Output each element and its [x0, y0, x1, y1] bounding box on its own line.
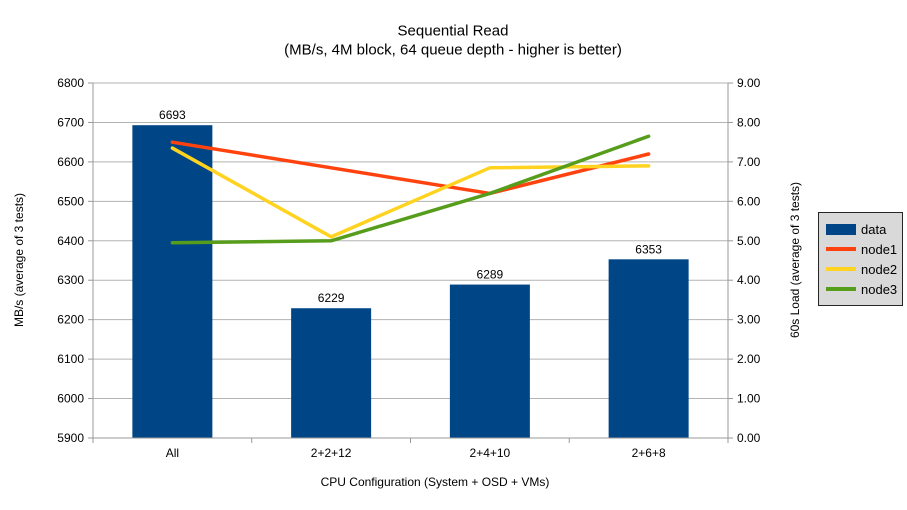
left-tick-label: 6600: [57, 155, 84, 169]
legend-label: node2: [861, 261, 898, 277]
legend-swatch-node3: [826, 287, 856, 291]
legend-swatch-node1: [826, 247, 856, 251]
legend-swatch-node2: [826, 267, 856, 271]
right-axis-title: 60s Load (average of 3 tests): [788, 181, 802, 339]
legend-swatch-data: [826, 223, 856, 235]
legend-entry-node1: node1: [826, 239, 898, 259]
legend-entry-node2: node2: [826, 259, 898, 279]
left-tick-label: 6400: [57, 234, 84, 248]
bar-2-4-10: [449, 284, 530, 438]
category-label: 2+4+10: [470, 446, 511, 460]
right-tick-label: 1.00: [737, 392, 761, 406]
right-tick-label: 9.00: [737, 76, 761, 90]
line-node3: [170, 134, 651, 245]
bar-value-label: 6289: [477, 268, 504, 282]
right-tick-label: 6.00: [737, 194, 761, 208]
left-tick-label: 6100: [57, 352, 84, 366]
right-tick-label: 3.00: [737, 313, 761, 327]
bar-value-label: 6353: [635, 242, 662, 256]
left-tick-label: 6800: [57, 76, 84, 90]
right-tick-label: 8.00: [737, 115, 761, 129]
left-tick-label: 6000: [57, 392, 84, 406]
category-label: All: [166, 446, 179, 460]
right-tick-label: 7.00: [737, 155, 761, 169]
bar-value-label: 6229: [318, 291, 345, 305]
chart-subtitle: (MB/s, 4M block, 64 queue depth - higher…: [284, 41, 622, 59]
line-node1: [170, 140, 651, 196]
right-tick-label: 5.00: [737, 234, 761, 248]
bar-all: [132, 125, 213, 438]
bar-2-2-12: [291, 308, 372, 438]
left-tick-label: 6300: [57, 273, 84, 287]
left-axis-title: MB/s (average of 3 tests): [12, 192, 26, 328]
left-tick-label: 6500: [57, 194, 84, 208]
x-axis-title: CPU Configuration (System + OSD + VMs): [320, 475, 550, 489]
legend-entry-node3: node3: [826, 279, 898, 299]
legend-entry-data: data: [826, 219, 898, 239]
left-tick-label: 6700: [57, 115, 84, 129]
category-label: 2+6+8: [632, 446, 666, 460]
legend-label: node3: [861, 281, 898, 297]
legend: data node1 node2 node3: [818, 212, 903, 306]
right-tick-label: 2.00: [737, 352, 761, 366]
category-label: 2+2+12: [311, 446, 352, 460]
chart-title: Sequential Read: [397, 22, 509, 40]
bar-value-label: 6693: [159, 108, 186, 122]
bar-2-6-8: [608, 259, 689, 438]
line-node2: [170, 146, 651, 239]
right-tick-label: 4.00: [737, 273, 761, 287]
legend-label: node1: [861, 241, 898, 257]
left-tick-label: 5900: [57, 431, 84, 445]
legend-label: data: [861, 221, 887, 237]
left-tick-label: 6200: [57, 313, 84, 327]
right-tick-label: 0.00: [737, 431, 761, 445]
